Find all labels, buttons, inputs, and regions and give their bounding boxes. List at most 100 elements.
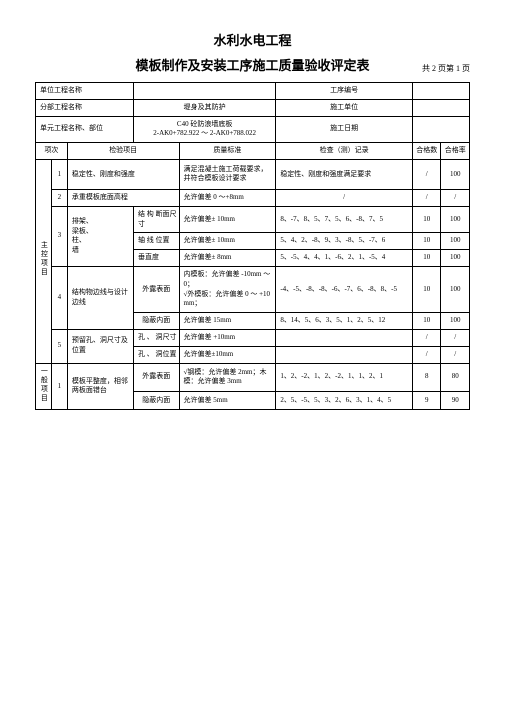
rec-cell: 2、5、-5、5、3、2、6、3、1、4、5	[276, 392, 413, 410]
sub-proj-val: 堤身及其防护	[133, 99, 275, 116]
cnt-cell: /	[412, 346, 440, 363]
page-title-1: 水利水电工程	[35, 30, 470, 49]
cnt-cell: 10	[412, 266, 440, 312]
seq-cell: 2	[51, 189, 67, 206]
rate-cell: /	[441, 329, 470, 346]
page-title-2: 模板制作及安装工序施工质量验收评定表 共 2 页第 1 页	[35, 55, 470, 74]
cnt-cell: /	[412, 189, 440, 206]
page-number: 共 2 页第 1 页	[422, 63, 470, 74]
unit-proj-label: 单位工程名称	[36, 83, 134, 100]
cnt-cell: /	[412, 329, 440, 346]
data-row: 4 结构物边线与设计边线 外露表面 内模板：允许偏差 -10mm ～ 0； √外…	[36, 266, 470, 312]
rate-cell: 100	[441, 206, 470, 233]
col-cnt: 合格数	[412, 143, 440, 160]
sub-cell: 垂直度	[133, 250, 179, 267]
std-cell: 允许偏差 15mm	[179, 313, 276, 330]
rate-cell: 100	[441, 159, 470, 189]
page-title-2-text: 模板制作及安装工序施工质量验收评定表	[135, 58, 369, 73]
sub-cell: 隐蔽内面	[133, 313, 179, 330]
cons-unit-label: 施工单位	[276, 99, 413, 116]
item-cell: 预留孔、洞尺寸及位置	[67, 329, 133, 363]
cnt-cell: /	[412, 159, 440, 189]
seq-cell: 1	[51, 159, 67, 189]
std-cell: √钢模：允许偏差 2mm；木模：允许偏差 3mm	[179, 363, 276, 392]
cons-unit-val	[412, 99, 469, 116]
unit-proj-val	[133, 83, 275, 100]
sub-cell: 外露表面	[133, 363, 179, 392]
sub-cell: 外露表面	[133, 266, 179, 312]
sub-cell: 孔 、 洞尺寸	[133, 329, 179, 346]
col-std: 质量标准	[179, 143, 276, 160]
data-row: 2 承重模板底面高程 允许偏差 0 ～+8mm / / /	[36, 189, 470, 206]
rate-cell: 80	[441, 363, 470, 392]
header-row-3: 单元工程名称、部位 C40 砼防浪墙底板 2-AK0+782.922 ～ 2-A…	[36, 116, 470, 143]
std-cell: 允许偏差 +10mm	[179, 329, 276, 346]
sub-cell: 孔 、 洞位置	[133, 346, 179, 363]
proc-no-val	[412, 83, 469, 100]
item-cell: 结构物边线与设计边线	[67, 266, 133, 329]
std-cell: 允许偏差± 10mm	[179, 233, 276, 250]
date-val	[412, 116, 469, 143]
sub-cell: 隐蔽内面	[133, 392, 179, 410]
cnt-cell: 10	[412, 206, 440, 233]
std-cell: 内模板：允许偏差 -10mm ～ 0； √外模板：允许偏差 0 ～ +10 mm…	[179, 266, 276, 312]
rec-cell: 8、14、5、6、3、5、1、2、5、12	[276, 313, 413, 330]
item-cell: 模板平整度，相邻两板面错台	[67, 363, 133, 410]
seq-cell: 1	[51, 363, 67, 410]
data-row: 主控项目 1 稳定性、刚度和强度 满足混凝土施工荷载要求，并符合模板设计要求 稳…	[36, 159, 470, 189]
header-row-1: 单位工程名称 工序编号	[36, 83, 470, 100]
cnt-cell: 10	[412, 233, 440, 250]
rate-cell: /	[441, 189, 470, 206]
rate-cell: 100	[441, 233, 470, 250]
std-cell: 允许偏差± 10mm	[179, 206, 276, 233]
rate-cell: 90	[441, 392, 470, 410]
category-main: 主控项目	[36, 159, 52, 363]
cnt-cell: 10	[412, 250, 440, 267]
std-cell: 允许偏差 0 ～+8mm	[179, 189, 276, 206]
seq-cell: 4	[51, 266, 67, 329]
sub-cell: 轴 线 位置	[133, 233, 179, 250]
rec-cell: 1、2、-2、1、2、-2、1、1、2、1	[276, 363, 413, 392]
std-cell: 满足混凝土施工荷载要求，并符合模板设计要求	[179, 159, 276, 189]
item-cell: 承重模板底面高程	[67, 189, 179, 206]
header-row-2: 分部工程名称 堤身及其防护 施工单位	[36, 99, 470, 116]
rate-cell: 100	[441, 250, 470, 267]
col-rec: 检查（测）记录	[276, 143, 413, 160]
rec-cell: /	[276, 189, 413, 206]
std-cell: 允许偏差±10mm	[179, 346, 276, 363]
sub-proj-label: 分部工程名称	[36, 99, 134, 116]
data-row: 3 排架、 梁板、 柱、 墙 结 构 断面尺寸 允许偏差± 10mm 8、-7、…	[36, 206, 470, 233]
seq-cell: 5	[51, 329, 67, 363]
date-label: 施工日期	[276, 116, 413, 143]
data-row: 一般项目 1 模板平整度，相邻两板面错台 外露表面 √钢模：允许偏差 2mm；木…	[36, 363, 470, 392]
seq-cell: 3	[51, 206, 67, 266]
col-rate: 合格率	[441, 143, 470, 160]
rate-cell: 100	[441, 266, 470, 312]
std-cell: 允许偏差± 8mm	[179, 250, 276, 267]
elem-val: C40 砼防浪墙底板 2-AK0+782.922 ～ 2-AK0+788.022	[133, 116, 275, 143]
rate-cell: 100	[441, 313, 470, 330]
proc-no-label: 工序编号	[276, 83, 413, 100]
cnt-cell: 8	[412, 363, 440, 392]
col-seq: 项次	[36, 143, 68, 160]
rate-cell: /	[441, 346, 470, 363]
item-cell: 稳定性、刚度和强度	[67, 159, 179, 189]
cnt-cell: 9	[412, 392, 440, 410]
item-cell: 排架、 梁板、 柱、 墙	[67, 206, 133, 266]
cnt-cell: 10	[412, 313, 440, 330]
std-cell: 允许偏差 5mm	[179, 392, 276, 410]
rec-cell: 稳定性、刚度和强度满足要求	[276, 159, 413, 189]
rec-cell	[276, 346, 413, 363]
rec-cell: 5、4、2、-8、9、3、-8、5、-7、6	[276, 233, 413, 250]
inspection-table: 单位工程名称 工序编号 分部工程名称 堤身及其防护 施工单位 单元工程名称、部位…	[35, 82, 470, 410]
column-headers: 项次 检验项目 质量标准 检查（测）记录 合格数 合格率	[36, 143, 470, 160]
col-item: 检验项目	[67, 143, 179, 160]
rec-cell	[276, 329, 413, 346]
sub-cell: 结 构 断面尺寸	[133, 206, 179, 233]
rec-cell: -4、-5、-8、-8、-6、-7、6、-8、8、-5	[276, 266, 413, 312]
data-row: 5 预留孔、洞尺寸及位置 孔 、 洞尺寸 允许偏差 +10mm / /	[36, 329, 470, 346]
rec-cell: 8、-7、8、5、7、5、6、-8、7、5	[276, 206, 413, 233]
category-general: 一般项目	[36, 363, 52, 410]
rec-cell: 5、-5、4、4、1、-6、2、1、-5、4	[276, 250, 413, 267]
elem-label: 单元工程名称、部位	[36, 116, 134, 143]
